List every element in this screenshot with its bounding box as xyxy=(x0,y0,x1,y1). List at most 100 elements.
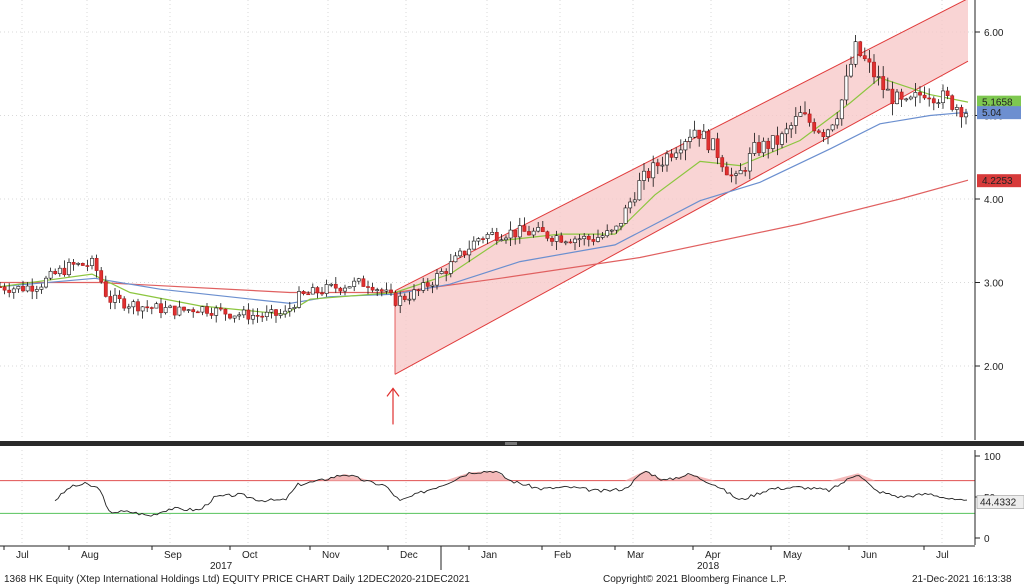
candle-body xyxy=(228,313,232,319)
candle-body xyxy=(734,173,738,176)
candle-body xyxy=(163,307,168,314)
candle-body xyxy=(619,223,623,227)
candle-body xyxy=(159,303,163,314)
candle-body xyxy=(531,230,536,236)
candle-body xyxy=(490,232,495,235)
candle-body xyxy=(214,307,219,316)
candle-body xyxy=(255,315,260,317)
annotations xyxy=(386,387,400,425)
candle-body xyxy=(315,287,320,294)
candle-body xyxy=(389,289,393,293)
year-label: 2018 xyxy=(697,561,720,572)
candle-body xyxy=(186,309,191,311)
candle-body xyxy=(320,292,324,295)
ma-long-line xyxy=(0,179,969,294)
candle-body xyxy=(16,286,21,290)
candle-body xyxy=(44,277,48,288)
candle-body xyxy=(421,282,426,291)
candle-body xyxy=(609,229,614,232)
candle-body xyxy=(71,262,76,265)
candle-body xyxy=(867,58,872,63)
candle-body xyxy=(499,239,504,242)
candle-body xyxy=(706,130,711,151)
candle-body xyxy=(76,263,81,265)
candle-body xyxy=(269,309,274,313)
footer-copyright: Copyright© 2021 Bloomberg Finance L.P. xyxy=(603,574,787,585)
candle-body xyxy=(485,234,490,239)
candle-body xyxy=(476,238,481,242)
candle-body xyxy=(448,261,453,274)
candle-body xyxy=(688,136,692,142)
candle-body xyxy=(264,311,269,318)
candle-body xyxy=(177,306,182,316)
candle-body xyxy=(821,132,826,137)
candle-body xyxy=(757,142,761,154)
chart-footer: 1368 HK Equity (Xtep International Holdi… xyxy=(0,572,1024,588)
footer-timestamp: 21-Dec-2021 16:13:38 xyxy=(912,574,1012,585)
candle-body xyxy=(665,153,669,166)
candle-body xyxy=(103,281,108,297)
candle-body xyxy=(715,138,720,158)
rsi-panel: 10050044.4332 xyxy=(0,450,1024,545)
candle-body xyxy=(412,289,416,300)
candle-body xyxy=(761,140,766,154)
last-value-text: 4.2253 xyxy=(982,176,1013,187)
channel-fill xyxy=(395,0,968,375)
candle-body xyxy=(683,141,688,151)
rsi-value-text: 44.4332 xyxy=(980,498,1017,509)
candle-body xyxy=(232,315,237,319)
candle-body xyxy=(839,99,844,120)
candle-body xyxy=(205,306,209,314)
candle-body xyxy=(136,301,140,312)
candle-body xyxy=(439,271,444,274)
candle-body xyxy=(108,296,113,303)
candle-body xyxy=(246,309,251,320)
candle-body xyxy=(398,295,403,306)
candle-body xyxy=(0,286,2,288)
candle-body xyxy=(632,199,637,203)
candle-body xyxy=(57,267,62,275)
candle-body xyxy=(508,229,513,239)
candle-body xyxy=(858,41,863,57)
candle-body xyxy=(816,130,821,133)
candle-body xyxy=(402,295,407,300)
candle-body xyxy=(922,94,927,99)
candle-body xyxy=(53,270,58,275)
candle-body xyxy=(99,270,104,282)
candle-body xyxy=(582,235,587,240)
candle-body xyxy=(936,102,941,105)
footer-title: 1368 HK Equity (Xtep International Holdi… xyxy=(4,574,470,585)
candle-body xyxy=(918,92,922,96)
panel-divider[interactable] xyxy=(0,441,1024,446)
candle-body xyxy=(481,238,485,240)
candle-body xyxy=(297,291,301,308)
candle-body xyxy=(7,289,12,293)
candle-body xyxy=(904,98,909,101)
last-value-text: 5.04 xyxy=(982,108,1002,119)
candle-body xyxy=(453,255,458,263)
arrow-head xyxy=(386,387,400,397)
time-axis: Jul Aug Sep Oct Nov Dec Jan Feb Mar Apr May Jun Jul 2… xyxy=(0,545,975,572)
candle-body xyxy=(85,265,90,267)
candle-body xyxy=(306,293,311,296)
candle-body xyxy=(361,278,366,287)
candle-body xyxy=(743,170,748,172)
candle-body xyxy=(379,289,384,292)
candle-body xyxy=(890,88,895,105)
month-label: May xyxy=(783,550,802,561)
candle-body xyxy=(522,225,527,232)
candle-body xyxy=(872,61,876,78)
candle-body xyxy=(908,96,913,100)
candle-body xyxy=(701,130,706,139)
candle-body xyxy=(370,286,375,291)
candle-body xyxy=(30,285,35,292)
candle-body xyxy=(651,162,656,179)
candle-body xyxy=(301,291,306,295)
candle-body xyxy=(623,207,628,224)
candle-body xyxy=(724,166,729,176)
ma-short-line xyxy=(0,77,969,315)
candle-body xyxy=(527,231,531,236)
candle-body xyxy=(550,237,554,242)
candle-body xyxy=(182,306,186,311)
